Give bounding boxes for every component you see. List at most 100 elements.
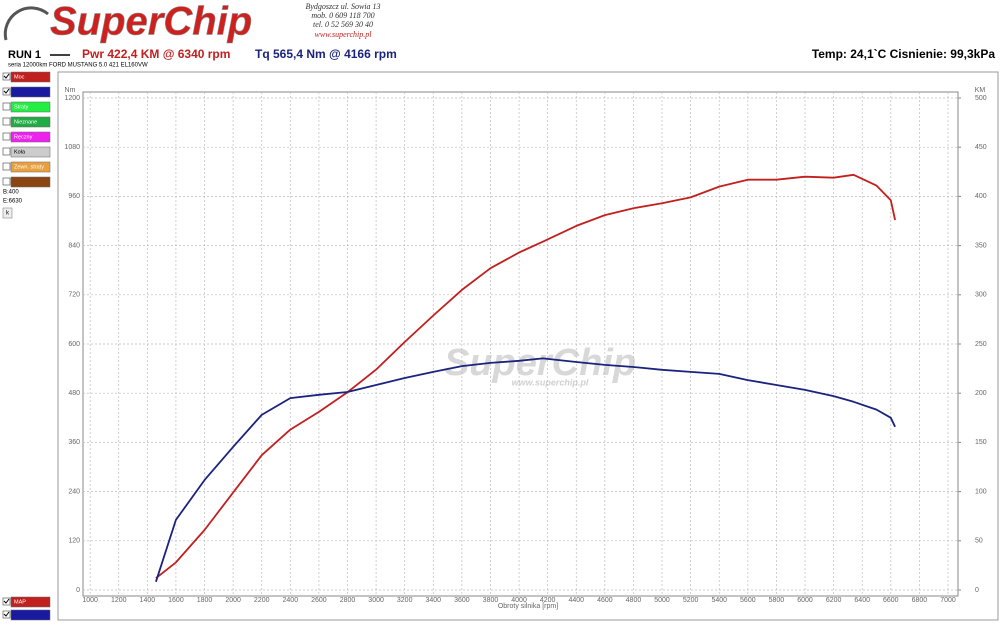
y-tick-label: 120 <box>68 538 80 545</box>
x-tick-label: 4200 <box>540 597 556 604</box>
x-tick-label: 2000 <box>225 597 241 604</box>
watermark: SuperChip <box>444 342 636 384</box>
x-tick-label: 3200 <box>397 597 413 604</box>
address: www.superchip.pl <box>315 30 373 39</box>
y2-tick-label: 500 <box>975 95 987 102</box>
x-tick-label: 5800 <box>769 597 785 604</box>
legend-swatch <box>10 596 51 608</box>
check <box>3 611 10 617</box>
y2-tick-label: 400 <box>975 193 987 200</box>
y-tick-label: 1080 <box>64 144 80 151</box>
button-label: k <box>6 211 10 217</box>
button[interactable] <box>2 207 13 219</box>
range-begin: B:400 <box>3 190 19 196</box>
y2-tick-label: 450 <box>975 144 987 151</box>
x-axis-label: Obroty silnika [rpm] <box>498 603 558 610</box>
x-tick-label: 1400 <box>140 597 156 604</box>
range-end: E:6630 <box>3 199 23 205</box>
y-tick-label: 1200 <box>64 95 80 102</box>
checkbox[interactable] <box>2 610 11 619</box>
legend-swatch <box>10 176 51 188</box>
y-tick-label: 600 <box>68 341 80 348</box>
checkbox[interactable] <box>2 102 11 111</box>
legend-swatch <box>10 161 51 173</box>
x-tick-label: 3000 <box>368 597 384 604</box>
power-summary: Pwr 422,4 KM @ 6340 rpm <box>82 47 230 61</box>
y2-tick-label: 200 <box>975 390 987 397</box>
series-line <box>155 173 896 579</box>
y2-tick-label: 250 <box>975 341 987 348</box>
x-tick-label: 5200 <box>683 597 699 604</box>
x-tick-label: 1800 <box>197 597 213 604</box>
x-tick-label: 3800 <box>483 597 499 604</box>
x-tick-label: 1000 <box>82 597 98 604</box>
x-tick-label: 5400 <box>711 597 727 604</box>
legend-swatch <box>10 101 51 113</box>
checkbox[interactable] <box>2 597 11 606</box>
legend-swatch <box>10 609 51 621</box>
check <box>3 598 10 604</box>
x-tick-label: 2200 <box>254 597 270 604</box>
y2-tick-label: 300 <box>975 292 987 299</box>
torque-summary: Tq 565,4 Nm @ 4166 rpm <box>255 47 397 61</box>
x-tick-label: 6400 <box>854 597 870 604</box>
check <box>3 88 10 94</box>
x-tick-label: 6200 <box>826 597 842 604</box>
y2-tick-label: 50 <box>975 538 983 545</box>
x-tick-label: 1600 <box>168 597 184 604</box>
description: seria 12000km FORD MUSTANG 5.0 421 EL160… <box>8 63 148 69</box>
legend-swatch <box>10 131 51 143</box>
y-tick-label: 720 <box>68 292 80 299</box>
conditions: Temp: 24,1`C Cisnienie: 99,3kPa <box>812 47 996 61</box>
y2-tick-label: 0 <box>975 587 979 594</box>
x-tick-label: 4800 <box>626 597 642 604</box>
chart-frame <box>57 71 999 621</box>
legend-label: Zewn. straty <box>14 164 44 170</box>
y2-tick-label: 150 <box>975 439 987 446</box>
checkbox[interactable] <box>2 177 11 186</box>
x-tick-label: 4400 <box>568 597 584 604</box>
address: Bydgoszcz ul. Sowia 13 <box>305 2 380 11</box>
x-tick-label: 5600 <box>740 597 756 604</box>
legend-label: Straty <box>14 104 29 110</box>
x-tick-label: 2600 <box>311 597 327 604</box>
y2-axis-label: KM <box>975 87 986 94</box>
legend-label: Ręczny <box>14 134 33 140</box>
x-tick-label: 3400 <box>425 597 441 604</box>
address: mob. 0 609 118 700 <box>311 11 374 20</box>
x-tick-label: 3600 <box>454 597 470 604</box>
y2-tick-label: 100 <box>975 488 987 495</box>
x-tick-label: 7000 <box>940 597 956 604</box>
y-tick-label: 0 <box>76 587 80 594</box>
checkbox[interactable] <box>2 147 11 156</box>
x-tick-label: 2800 <box>340 597 356 604</box>
x-tick-label: 4600 <box>597 597 613 604</box>
checkbox[interactable] <box>2 117 11 126</box>
y-tick-label: 840 <box>68 242 80 249</box>
x-tick-label: 1200 <box>111 597 127 604</box>
legend-label: Moc <box>14 74 25 80</box>
checkbox[interactable] <box>2 162 11 171</box>
x-tick-label: 6600 <box>883 597 899 604</box>
check <box>3 73 10 79</box>
legend-swatch <box>10 71 51 83</box>
y2-tick-label: 350 <box>975 242 987 249</box>
y-tick-label: 240 <box>68 488 80 495</box>
legend-swatch <box>10 146 51 158</box>
y-axis-label: Nm <box>65 87 76 94</box>
legend-label: MAP <box>14 599 26 605</box>
x-tick-label: 5000 <box>654 597 670 604</box>
run-name: RUN 1 <box>8 49 41 61</box>
checkbox[interactable] <box>2 132 11 141</box>
y-tick-label: 360 <box>68 439 80 446</box>
legend-label: Koła <box>14 149 26 155</box>
x-tick-label: 6000 <box>797 597 813 604</box>
x-tick-label: 4000 <box>511 597 527 604</box>
logo: SuperChip <box>50 0 252 44</box>
address: tel. 0 52 569 30 40 <box>313 20 373 29</box>
y-tick-label: 960 <box>68 193 80 200</box>
legend-swatch <box>10 116 51 128</box>
